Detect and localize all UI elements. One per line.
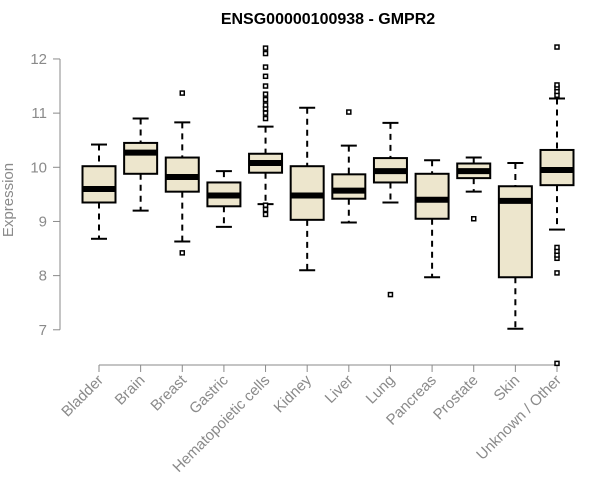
- outlier-point: [262, 45, 269, 51]
- y-axis: 7 8 9 10 11 12: [30, 51, 61, 339]
- box-unknown-other: [539, 44, 575, 367]
- outlier-point: [262, 64, 269, 70]
- iqr-box: [331, 173, 367, 200]
- outlier-point: [262, 50, 269, 57]
- iqr-box: [123, 141, 159, 175]
- x-tick-label: Breast: [147, 371, 190, 414]
- outlier-point: [262, 211, 269, 218]
- box-brain: [123, 117, 159, 212]
- outlier-point: [179, 250, 186, 256]
- outlier-point: [262, 110, 269, 116]
- x-tick-label: Brain: [112, 372, 149, 409]
- iqr-box: [81, 165, 117, 204]
- y-tick-label: 8: [39, 268, 47, 285]
- box-pancreas: [414, 159, 450, 279]
- outlier-point: [262, 206, 269, 213]
- chart-title: ENSG00000100938 - GMPR2: [221, 11, 435, 28]
- iqr-box: [414, 172, 450, 220]
- y-tick-label: 10: [30, 159, 47, 176]
- outlier-point: [554, 44, 560, 50]
- x-tick-label: Kidney: [271, 371, 316, 416]
- y-tick-label: 12: [30, 51, 47, 68]
- x-tick-label: Skin: [491, 372, 524, 405]
- box-liver: [331, 109, 367, 224]
- box-lung: [372, 121, 408, 298]
- x-tick-label: Prostate: [430, 372, 482, 424]
- outlier-point: [470, 216, 477, 222]
- y-axis-label: Expression: [0, 163, 17, 237]
- outlier-point: [262, 91, 269, 97]
- outlier-point: [179, 90, 186, 96]
- outlier-point: [262, 202, 269, 208]
- box-series: [81, 44, 575, 367]
- outlier-point: [554, 360, 560, 367]
- y-tick-label: 11: [31, 105, 47, 122]
- outlier-point: [262, 73, 269, 80]
- box-prostate: [456, 156, 492, 222]
- x-tick-label: Bladder: [58, 372, 107, 421]
- outlier-point: [262, 115, 269, 122]
- outlier-point: [262, 96, 269, 103]
- y-tick-label: 9: [39, 213, 47, 230]
- box-skin: [497, 161, 533, 330]
- outlier-point: [346, 109, 352, 115]
- outlier-point: [387, 291, 394, 298]
- box-bladder: [81, 143, 117, 240]
- x-tick-label: Liver: [322, 372, 357, 407]
- box-breast: [164, 90, 200, 256]
- box-kidney: [289, 106, 325, 272]
- outlier-point: [554, 244, 560, 251]
- outlier-point: [554, 82, 560, 88]
- outlier-point: [554, 270, 560, 276]
- y-tick-label: 7: [39, 322, 47, 339]
- box-gastric: [206, 170, 242, 228]
- x-tick-label: Lung: [363, 372, 399, 408]
- box-hematopoietic-cells: [248, 45, 284, 218]
- outlier-point: [262, 83, 269, 89]
- outlier-point: [262, 102, 269, 108]
